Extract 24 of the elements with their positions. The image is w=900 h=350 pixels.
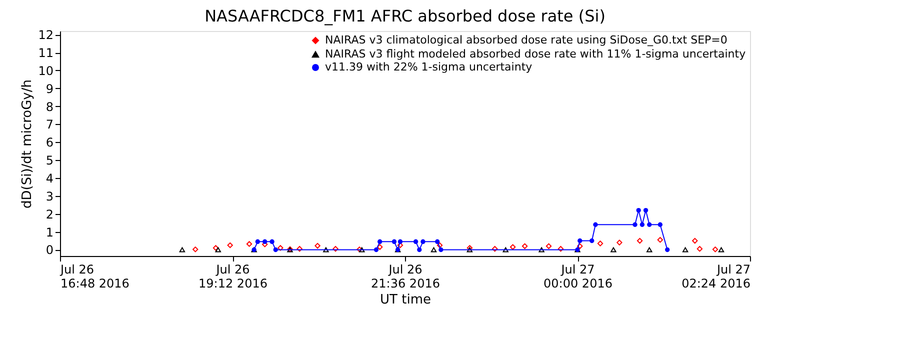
y-tick-label: 8	[46, 100, 54, 114]
y-axis-title: dD(Si)/dt microGy/h	[20, 80, 36, 208]
y-tick-label: 7	[46, 118, 54, 132]
y-tick-label: 1	[46, 225, 54, 240]
y-tick-label: 11	[38, 46, 54, 60]
y-tick-label: 0	[46, 243, 54, 258]
x-axis-title: UT time	[380, 292, 431, 308]
y-tick-label: 5	[46, 154, 54, 168]
y-tick-label: 9	[46, 82, 54, 96]
legend-label: v11.39 with 22% 1-sigma uncertainty	[325, 60, 533, 74]
y-tick-label: 3	[46, 189, 54, 204]
legend-label: NAIRAS v3 flight modeled absorbed dose rate with 11% 1-sigma uncertainty	[325, 48, 746, 60]
x-tick-label: Jul 26 16:48 2016	[60, 262, 130, 290]
legend-label: NAIRAS v3 climatological absorbed dose rate using SiDose_G0.txt SEP=0	[325, 34, 728, 46]
y-tick-label: 6	[46, 136, 54, 150]
x-tick-label: Jul 27 02:24 2016	[682, 262, 750, 290]
x-tick-label: Jul 26 21:36 2016	[371, 262, 440, 290]
y-tick-label: 10	[38, 64, 54, 78]
y-tick-label: 4	[46, 172, 54, 186]
y-tick-label: 2	[46, 207, 54, 222]
chart-title: NASAAFRCDC8_FM1 AFRC absorbed dose rate (Si)	[204, 6, 606, 26]
x-tick-label: Jul 27 00:00 2016	[544, 262, 612, 290]
y-tick-label: 12	[38, 28, 54, 42]
x-tick-label: Jul 26 19:12 2016	[198, 262, 268, 290]
